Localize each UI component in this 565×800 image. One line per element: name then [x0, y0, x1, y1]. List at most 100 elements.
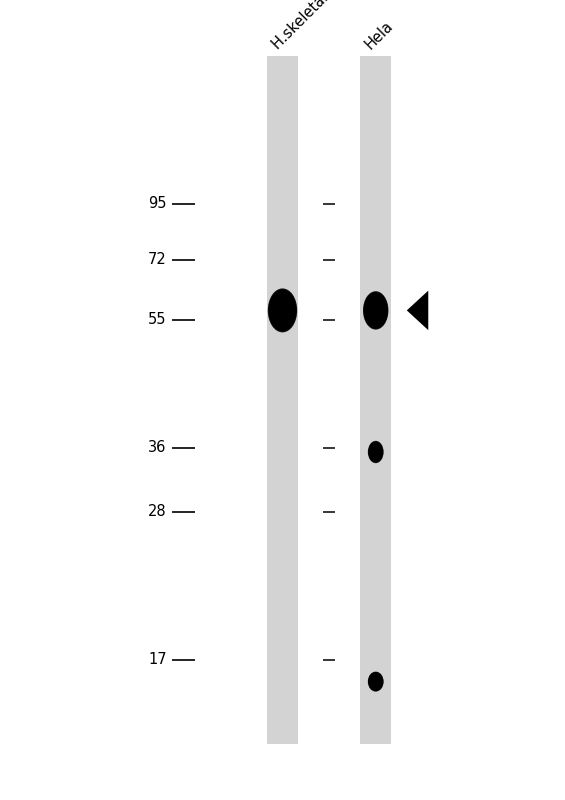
Ellipse shape [367, 296, 385, 325]
Ellipse shape [373, 449, 378, 455]
Ellipse shape [374, 679, 377, 684]
Ellipse shape [370, 301, 382, 320]
Ellipse shape [372, 676, 380, 687]
Ellipse shape [373, 306, 379, 315]
Ellipse shape [279, 306, 286, 315]
Ellipse shape [370, 302, 382, 319]
Ellipse shape [271, 293, 294, 328]
Ellipse shape [371, 446, 380, 458]
Ellipse shape [363, 292, 388, 329]
Ellipse shape [375, 450, 377, 454]
Ellipse shape [373, 306, 379, 314]
Ellipse shape [374, 680, 377, 683]
Text: 28: 28 [148, 505, 167, 519]
Ellipse shape [369, 442, 383, 462]
Ellipse shape [370, 302, 381, 318]
Text: 17: 17 [148, 653, 167, 667]
Ellipse shape [369, 674, 383, 690]
Ellipse shape [372, 306, 379, 315]
Ellipse shape [370, 443, 382, 461]
Ellipse shape [370, 444, 381, 460]
Ellipse shape [280, 306, 285, 314]
Ellipse shape [373, 678, 379, 686]
Ellipse shape [272, 294, 293, 326]
Ellipse shape [370, 444, 381, 460]
Ellipse shape [375, 680, 377, 683]
Ellipse shape [371, 675, 380, 688]
Ellipse shape [368, 299, 383, 322]
Ellipse shape [371, 676, 380, 687]
Ellipse shape [373, 448, 379, 456]
Ellipse shape [270, 290, 295, 330]
Ellipse shape [275, 298, 290, 322]
Ellipse shape [367, 297, 385, 324]
Ellipse shape [371, 445, 381, 459]
Ellipse shape [368, 442, 383, 462]
Text: H.skeletal muscle: H.skeletal muscle [269, 0, 371, 52]
Ellipse shape [373, 679, 378, 684]
Ellipse shape [270, 291, 295, 330]
Ellipse shape [370, 674, 381, 689]
Ellipse shape [369, 673, 383, 690]
Ellipse shape [372, 677, 380, 686]
Ellipse shape [278, 304, 287, 317]
Ellipse shape [368, 672, 383, 691]
Ellipse shape [268, 289, 297, 332]
Polygon shape [407, 290, 428, 330]
Text: 36: 36 [148, 441, 167, 455]
Bar [360, 56, 392, 744]
Ellipse shape [368, 672, 384, 691]
Ellipse shape [373, 449, 378, 455]
Ellipse shape [276, 300, 289, 321]
Ellipse shape [372, 446, 380, 458]
Ellipse shape [279, 305, 286, 316]
Ellipse shape [364, 293, 387, 328]
Ellipse shape [369, 442, 383, 462]
Ellipse shape [372, 446, 380, 458]
Ellipse shape [372, 678, 379, 686]
Ellipse shape [370, 674, 381, 689]
Ellipse shape [373, 678, 378, 685]
Ellipse shape [277, 303, 288, 318]
Ellipse shape [274, 298, 291, 323]
Ellipse shape [372, 447, 379, 457]
Ellipse shape [372, 305, 380, 316]
Ellipse shape [269, 290, 296, 331]
Ellipse shape [272, 295, 293, 326]
Ellipse shape [268, 289, 297, 333]
Ellipse shape [374, 450, 377, 454]
Ellipse shape [275, 299, 290, 322]
Ellipse shape [368, 673, 383, 690]
Ellipse shape [273, 297, 292, 324]
Ellipse shape [370, 443, 382, 461]
Ellipse shape [368, 441, 384, 463]
Ellipse shape [370, 674, 382, 690]
Ellipse shape [368, 672, 384, 691]
Ellipse shape [365, 294, 386, 326]
Ellipse shape [372, 447, 379, 457]
Ellipse shape [371, 675, 381, 688]
Ellipse shape [271, 294, 294, 327]
Ellipse shape [374, 450, 377, 454]
Text: Hela: Hela [362, 18, 396, 52]
Ellipse shape [270, 292, 295, 329]
Ellipse shape [277, 302, 288, 318]
Ellipse shape [364, 293, 388, 328]
Ellipse shape [368, 298, 384, 322]
Ellipse shape [371, 675, 381, 688]
Ellipse shape [273, 296, 292, 325]
Ellipse shape [369, 300, 383, 321]
Ellipse shape [273, 298, 292, 323]
Ellipse shape [373, 307, 378, 314]
Ellipse shape [367, 298, 384, 323]
Ellipse shape [371, 302, 381, 318]
Text: 72: 72 [148, 253, 167, 267]
Ellipse shape [373, 678, 379, 685]
Ellipse shape [368, 442, 383, 462]
Ellipse shape [366, 296, 385, 325]
Ellipse shape [366, 295, 386, 326]
Ellipse shape [372, 678, 379, 686]
Ellipse shape [371, 446, 380, 458]
Bar [267, 56, 298, 744]
Ellipse shape [368, 299, 383, 322]
